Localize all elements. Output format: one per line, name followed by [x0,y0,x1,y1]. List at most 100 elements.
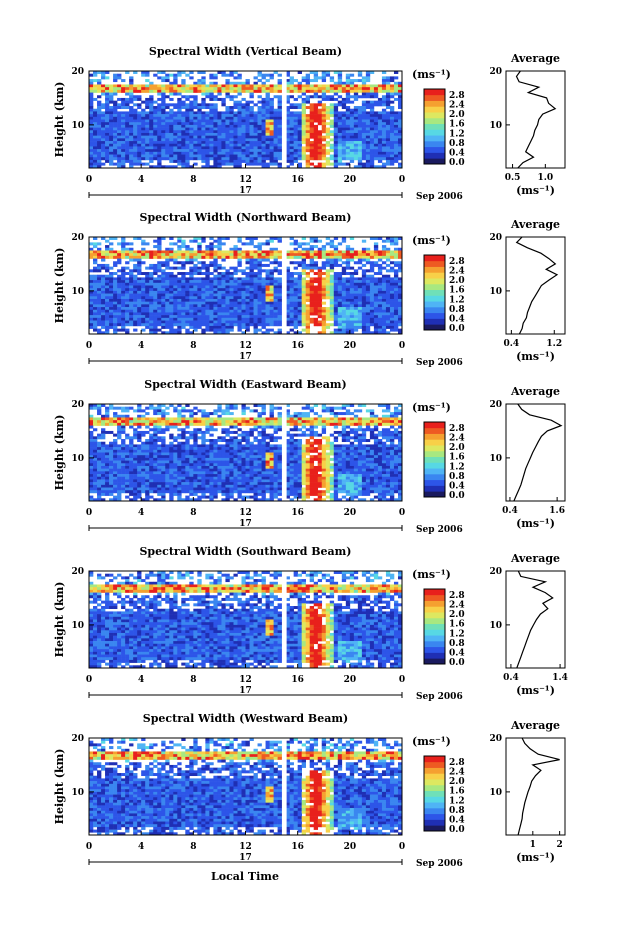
heatmap-cell [149,277,153,280]
heatmap-cell [165,103,169,106]
heatmap-cell [161,315,165,318]
heatmap-cell [181,111,185,114]
heatmap-cell [386,144,390,147]
heatmap-cell [233,130,237,133]
heatmap-cell [161,423,165,426]
heatmap-cell [382,312,386,315]
heatmap-cell [189,76,193,79]
heatmap-cell [330,302,334,305]
heatmap-cell [209,329,213,332]
heatmap-cell [161,299,165,302]
heatmap-cell [217,267,221,270]
heatmap-cell [270,101,274,104]
heatmap-cell [274,302,278,305]
heatmap-cell [338,74,342,77]
heatmap-cell [254,76,258,79]
heatmap-cell [306,275,310,278]
heatmap-cell [145,146,149,149]
heatmap-cell [217,280,221,283]
heatmap-cell [221,299,225,302]
heatmap-cell [185,245,189,248]
heatmap-cell [217,294,221,297]
heatmap-cell [237,114,241,117]
heatmap-cell [189,259,193,262]
heatmap-cell [366,103,370,106]
heatmap-cell [157,149,161,152]
heatmap-cell [306,120,310,123]
heatmap-cell [101,275,105,278]
heatmap-cell [97,95,101,98]
heatmap-cell [89,101,93,104]
heatmap-cell [213,122,217,125]
heatmap-cell [93,417,97,420]
heatmap-cell [125,299,129,302]
heatmap-cell [314,152,318,155]
heatmap-cell [209,253,213,256]
heatmap-cell [390,296,394,299]
heatmap-cell [121,299,125,302]
heatmap-cell [346,141,350,144]
heatmap-cell [366,326,370,329]
heatmap-cell [342,144,346,147]
heatmap-cell [374,250,378,253]
heatmap-cell [137,250,141,253]
heatmap-cell [133,125,137,128]
heatmap-cell [382,261,386,264]
heatmap-cell [149,122,153,125]
heatmap-cell [181,312,185,315]
heatmap-cell [105,296,109,299]
heatmap-cell [149,144,153,147]
heatmap-cell [145,307,149,310]
heatmap-cell [246,259,250,262]
heatmap-cell [370,267,374,270]
heatmap-cell [394,117,398,120]
heatmap-cell [189,261,193,264]
heatmap-cell [149,321,153,324]
heatmap-cell [330,111,334,114]
heatmap-cell [270,253,274,256]
heatmap-cell [205,296,209,299]
heatmap-cell [362,417,366,420]
heatmap-cell [101,423,105,426]
heatmap-cell [113,280,117,283]
heatmap-cell [314,412,318,415]
heatmap-cell [165,315,169,318]
heatmap-cell [362,240,366,243]
heatmap-cell [197,250,201,253]
heatmap-cell [173,304,177,307]
heatmap-cell [105,130,109,133]
heatmap-cell [105,248,109,251]
heatmap-cell [266,307,270,310]
heatmap-cell [225,417,229,420]
heatmap-cell [193,321,197,324]
heatmap-cell [177,90,181,93]
heatmap-cell [326,312,330,315]
heatmap-cell [89,310,93,313]
heatmap-cell [358,307,362,310]
heatmap-cell [330,256,334,259]
heatmap-cell [274,133,278,136]
heatmap-cell [338,76,342,79]
heatmap-cell [241,125,245,128]
heatmap-cell [366,120,370,123]
heatmap-cell [197,84,201,87]
heatmap-cell [366,259,370,262]
heatmap-cell [254,275,258,278]
heatmap-cell [137,149,141,152]
heatmap-cell [298,304,302,307]
heatmap-cell [97,122,101,125]
heatmap-cell [121,280,125,283]
heatmap-cell [233,269,237,272]
heatmap-cell [153,304,157,307]
heatmap-cell [322,250,326,253]
heatmap-cell [366,144,370,147]
heatmap-cell [274,318,278,321]
heatmap-cell [181,321,185,324]
heatmap-cell [193,280,197,283]
heatmap-cell [161,84,165,87]
heatmap-cell [358,90,362,93]
heatmap-cell [201,280,205,283]
heatmap-cell [145,407,149,410]
heatmap-cell [290,420,294,423]
heatmap-cell [153,146,157,149]
